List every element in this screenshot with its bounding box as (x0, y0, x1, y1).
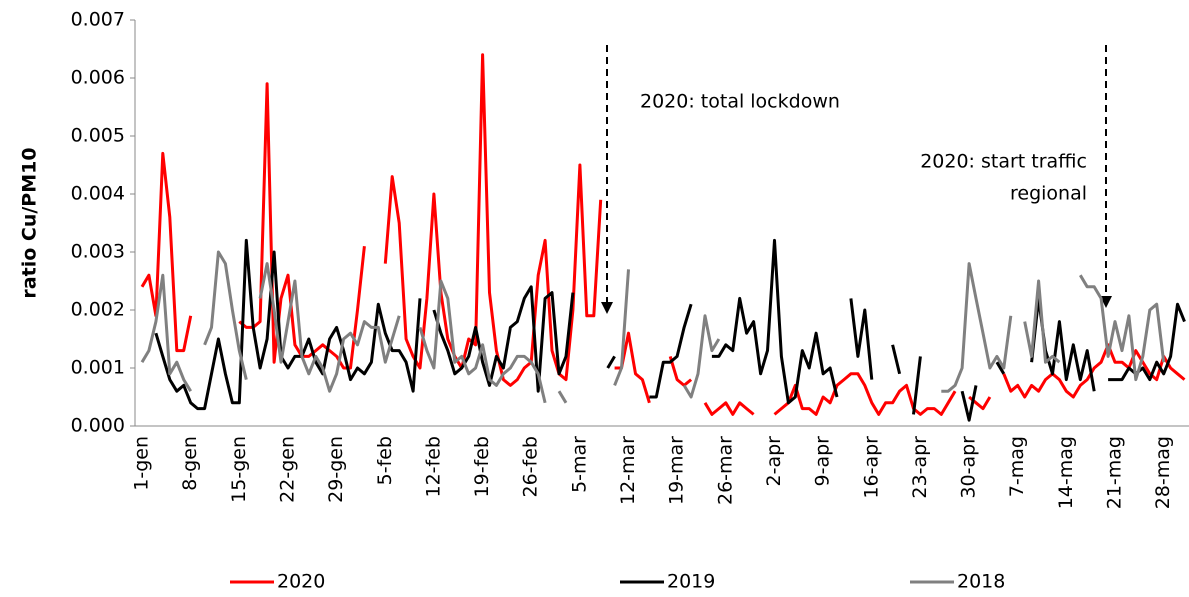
x-tick-label: 12-mar (617, 436, 639, 505)
y-tick-label: 0.006 (71, 67, 125, 89)
x-tick-label: 5-mar (568, 436, 590, 493)
y-tick-label: 0.003 (71, 241, 125, 263)
y-tick-label: 0.000 (71, 415, 125, 437)
x-tick-label: 22-gen (276, 436, 298, 503)
y-axis-label: ratio Cu/PM10 (19, 147, 41, 298)
x-tick-label: 1-gen (131, 436, 153, 491)
x-tick-label: 29-gen (325, 436, 347, 503)
x-tick-label: 7-mag (1006, 436, 1028, 497)
series-line (140, 250, 1166, 404)
series-line (154, 238, 1186, 422)
plot-area (140, 53, 1186, 422)
x-tick-label: 19-feb (471, 436, 493, 497)
y-tick-label: 0.004 (71, 183, 125, 205)
annotation: 2020: start traffic (920, 151, 1087, 173)
x-tick-label: 19-mar (666, 436, 688, 505)
arrowhead (1100, 296, 1112, 308)
annotation-arrows (601, 45, 1112, 314)
legend-label: 2019 (667, 571, 715, 593)
x-tick-label: 30-apr (958, 436, 980, 499)
x-tick-label: 12-feb (422, 436, 444, 497)
y-tick-label: 0.002 (71, 299, 125, 321)
x-tick-label: 21-mag (1104, 436, 1126, 509)
x-tick-label: 26-mar (714, 436, 736, 505)
x-tick-label: 16-apr (860, 436, 882, 499)
annotation: regional (1010, 183, 1087, 205)
y-tick-label: 0.005 (71, 125, 125, 147)
arrowhead (601, 302, 613, 314)
x-tick-label: 2-apr (763, 436, 785, 487)
legend-label: 2018 (957, 571, 1005, 593)
legend-label: 2020 (277, 571, 325, 593)
x-tick-label: 5-feb (374, 436, 396, 485)
x-tick-label: 15-gen (228, 436, 250, 503)
x-tick-label: 26-feb (520, 436, 542, 497)
y-tick-label: 0.001 (71, 357, 125, 379)
x-tick-label: 14-mag (1055, 436, 1077, 509)
x-tick-label: 9-apr (812, 436, 834, 487)
annotation: 2020: total lockdown (640, 91, 840, 113)
x-tick-label: 8-gen (179, 436, 201, 491)
y-tick-label: 0.007 (71, 9, 125, 31)
x-tick-label: 28-mag (1152, 436, 1174, 509)
x-tick-label: 23-apr (909, 436, 931, 499)
